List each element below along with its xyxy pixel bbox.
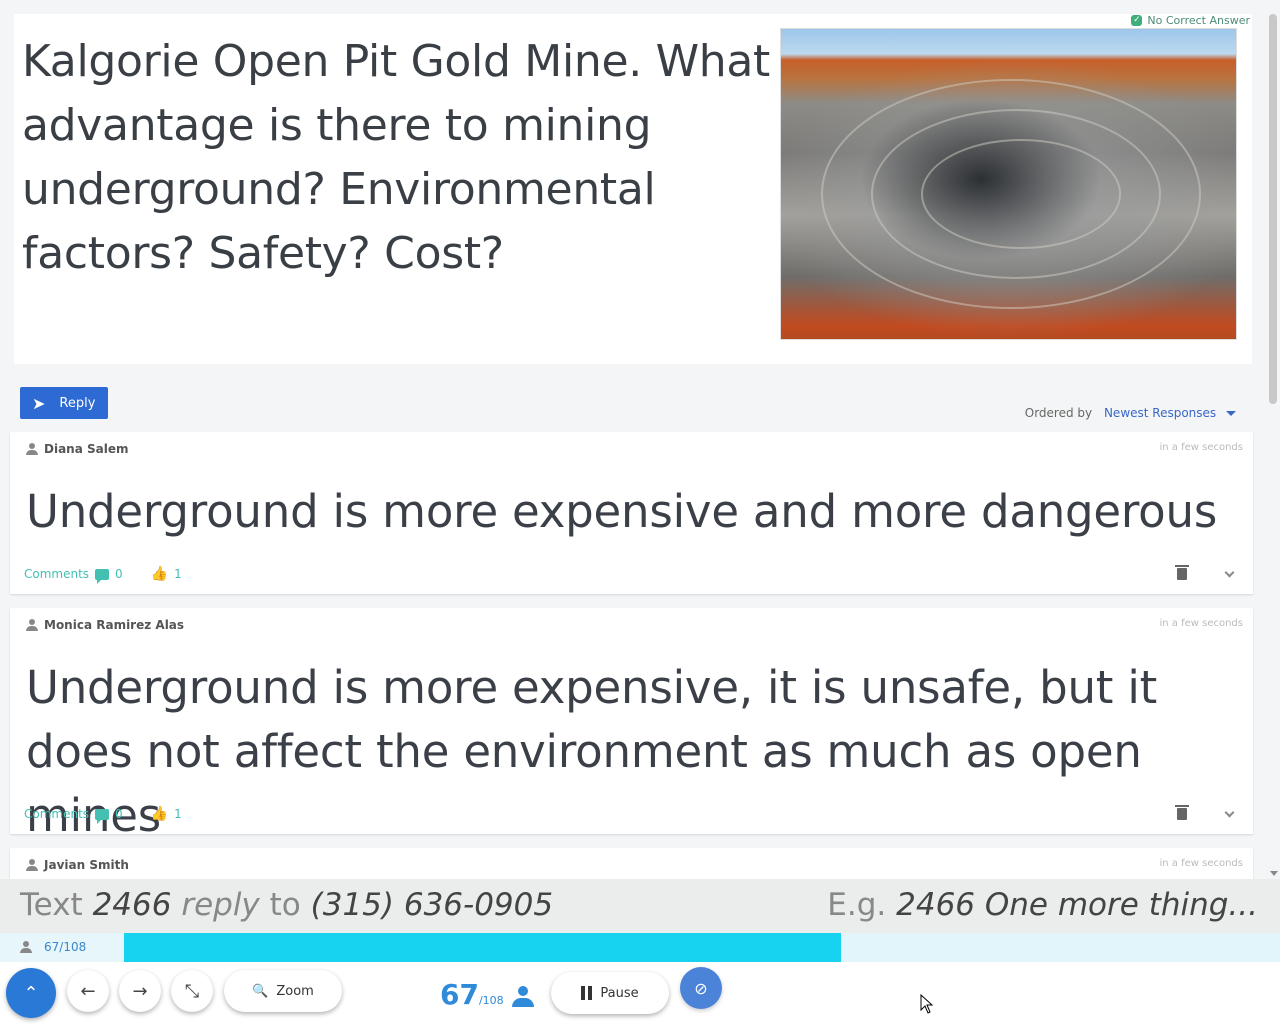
order-value[interactable]: Newest Responses [1103, 406, 1217, 420]
responded-total: /108 [478, 994, 504, 1007]
text-prefix: Text [20, 887, 83, 923]
comment-icon[interactable] [95, 808, 110, 824]
reply-button[interactable]: ➤ Reply [20, 387, 108, 419]
question-card: Kalgorie Open Pit Gold Mine. What advant… [14, 14, 1252, 364]
progress-fill [124, 933, 841, 962]
responded-count: 67/108 [440, 978, 504, 1011]
comment-icon[interactable] [95, 568, 110, 584]
responded-number: 67 [440, 978, 479, 1011]
response-author: Diana Salem [26, 442, 129, 456]
scrollbar[interactable] [1268, 14, 1278, 876]
response-author: Javian Smith [26, 858, 129, 872]
arrow-left-icon: ← [80, 980, 96, 1002]
text-instructions: Text 2466 reply to (315) 636-0905 [20, 887, 553, 923]
order-label: Ordered by [1024, 406, 1093, 420]
comments-count: 0 [115, 567, 123, 581]
progress-count-text: 67/108 [44, 940, 87, 954]
compress-icon: ⤡ [184, 980, 200, 1002]
response-time: in a few seconds [1159, 618, 1243, 629]
comments-link[interactable]: Comments [24, 567, 90, 581]
comments-link[interactable]: Comments [24, 807, 90, 821]
open-pit-mine-photo [780, 28, 1237, 340]
zoom-button[interactable]: 🔍 Zoom [224, 970, 342, 1012]
question-text: Kalgorie Open Pit Gold Mine. What advant… [22, 36, 771, 279]
likes-count: 1 [174, 567, 182, 581]
eye-off-icon: ⊘ [694, 978, 708, 998]
person-icon [20, 941, 32, 953]
response-footer: Comments 0 👍 1 [24, 806, 182, 824]
scroll-thumb[interactable] [1269, 14, 1277, 404]
text-example: E.g. 2466 One more thing... [827, 887, 1258, 923]
text-to-word: to [269, 887, 301, 923]
badge-label: No Correct Answer [1147, 14, 1250, 27]
scroll-down-arrow-icon[interactable] [1270, 871, 1278, 876]
text-instructions-bar: Text 2466 reply to (315) 636-0905 E.g. 2… [0, 879, 1280, 933]
hide-responses-button[interactable]: ⊘ [680, 967, 722, 1009]
next-button[interactable]: → [119, 970, 161, 1012]
response-time: in a few seconds [1159, 858, 1243, 869]
presenter-toolbar: ⌃ ← → ⤡ 🔍 Zoom 67/108 Pause ⊘ [0, 962, 1280, 1024]
example-text: 2466 One more thing... [896, 887, 1258, 923]
zoom-label: Zoom [276, 983, 314, 999]
example-prefix: E.g. [827, 887, 887, 923]
user-icon [512, 986, 534, 1008]
arrow-right-icon: → [132, 980, 148, 1002]
text-code: 2466 [92, 887, 172, 923]
thumbs-up-icon[interactable]: 👍 [150, 806, 169, 822]
chevron-down-icon[interactable] [1224, 567, 1235, 578]
response-card: Diana Salem in a few seconds Underground… [10, 432, 1253, 594]
check-icon: ✓ [1131, 15, 1143, 26]
response-text: Underground is more expensive and more d… [26, 485, 1218, 538]
chevron-down-icon[interactable] [1224, 807, 1235, 818]
caret-down-icon [1226, 411, 1236, 416]
person-icon [26, 443, 38, 455]
progress-count: 67/108 [20, 940, 86, 954]
person-icon [26, 619, 38, 631]
phone-number: (315) 636-0905 [310, 887, 554, 923]
response-author: Monica Ramirez Alas [26, 618, 184, 632]
pause-label: Pause [600, 985, 639, 1001]
response-footer: Comments 0 👍 1 [24, 566, 182, 584]
response-progress: 67/108 [0, 933, 1280, 962]
response-time: in a few seconds [1159, 442, 1243, 453]
order-selector[interactable]: Ordered by Newest Responses [1025, 406, 1236, 420]
zoom-out-icon: 🔍 [252, 983, 269, 999]
minimize-button[interactable]: ⤡ [171, 970, 213, 1012]
expand-up-button[interactable]: ⌃ [6, 968, 56, 1018]
author-name: Javian Smith [44, 858, 129, 872]
author-name: Monica Ramirez Alas [44, 618, 185, 632]
pause-button[interactable]: Pause [551, 972, 669, 1014]
chevron-up-icon: ⌃ [23, 982, 39, 1004]
no-correct-answer-badge: ✓ No Correct Answer [1131, 14, 1250, 27]
pause-icon [581, 986, 593, 1000]
previous-button[interactable]: ← [67, 970, 109, 1012]
send-icon: ➤ [32, 393, 46, 413]
response-card: Monica Ramirez Alas in a few seconds Und… [10, 608, 1253, 842]
response-text: Underground is more expensive, it is uns… [26, 661, 1158, 842]
comments-count: 0 [115, 807, 123, 821]
progress-bar [124, 933, 1280, 962]
thumbs-up-icon[interactable]: 👍 [150, 566, 169, 582]
likes-count: 1 [174, 807, 182, 821]
text-reply-word: reply [181, 887, 260, 923]
person-icon [26, 859, 38, 871]
author-name: Diana Salem [44, 442, 129, 456]
reply-label: Reply [59, 395, 96, 411]
trash-icon[interactable] [1175, 565, 1189, 580]
trash-icon[interactable] [1175, 805, 1189, 820]
